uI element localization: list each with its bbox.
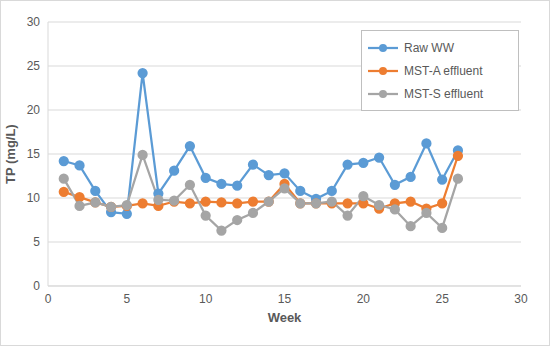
svg-text:0: 0: [33, 279, 40, 293]
svg-text:30: 30: [514, 292, 528, 306]
svg-text:Week: Week: [268, 310, 302, 325]
html-text:Raw WW: Raw WW: [404, 40, 454, 55]
svg-text:TP (mg/L): TP (mg/L): [8, 124, 18, 184]
svg-text:25: 25: [27, 59, 41, 73]
svg-text:5: 5: [123, 292, 130, 306]
svg-text:30: 30: [27, 15, 41, 29]
html-text:MST-S effluent: MST-S effluent: [404, 86, 484, 101]
svg-text:20: 20: [357, 292, 371, 306]
svg-text:15: 15: [27, 147, 41, 161]
html-text:MST-A effluent: MST-A effluent: [404, 63, 483, 78]
svg-text:20: 20: [27, 103, 41, 117]
svg-text:10: 10: [27, 191, 41, 205]
svg-text:0: 0: [45, 292, 52, 306]
svg-text:15: 15: [278, 292, 292, 306]
svg-text:10: 10: [199, 292, 213, 306]
svg-text:25: 25: [435, 292, 449, 306]
svg-text:5: 5: [33, 235, 40, 249]
